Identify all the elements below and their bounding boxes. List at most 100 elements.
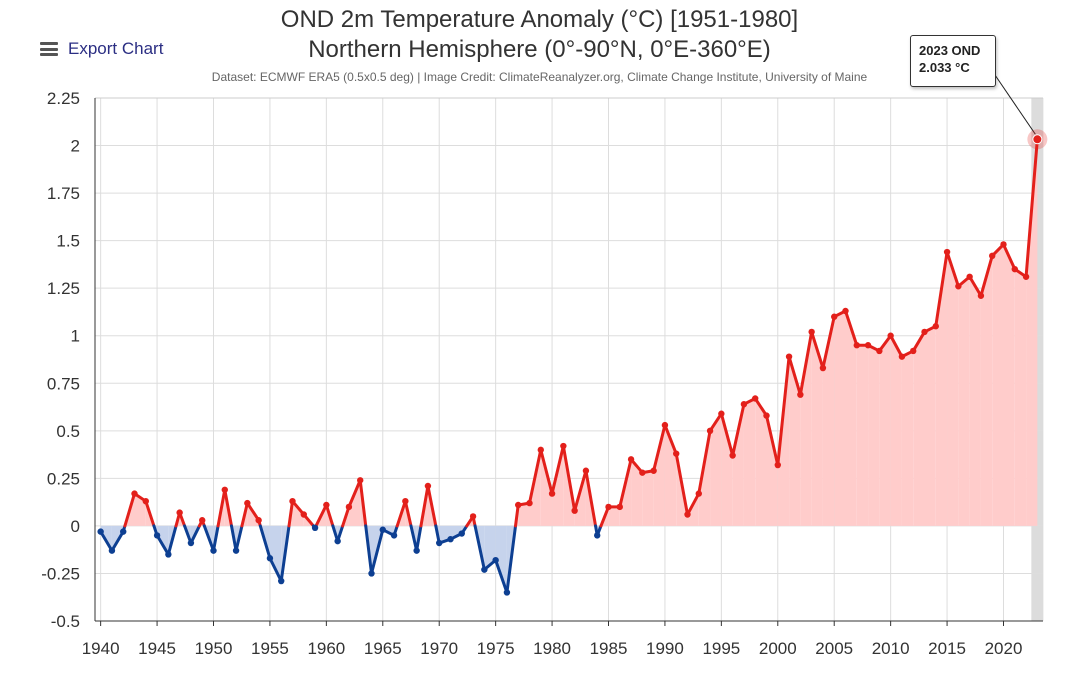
data-point[interactable]: [357, 477, 364, 484]
data-point[interactable]: [481, 566, 488, 573]
data-point[interactable]: [718, 410, 725, 417]
data-point[interactable]: [108, 547, 116, 554]
data-point[interactable]: [436, 539, 443, 547]
data-point[interactable]: [684, 511, 691, 518]
data-point[interactable]: [97, 528, 104, 535]
data-point[interactable]: [368, 570, 375, 577]
x-tick-label: 1950: [195, 639, 233, 658]
data-point[interactable]: [221, 486, 228, 493]
data-point[interactable]: [379, 526, 386, 533]
data-point[interactable]: [966, 273, 973, 280]
data-point[interactable]: [695, 490, 702, 497]
data-point[interactable]: [819, 364, 827, 372]
data-point[interactable]: [503, 589, 511, 596]
positive-line-segment: [787, 355, 802, 397]
data-point[interactable]: [627, 456, 635, 463]
data-point[interactable]: [989, 252, 996, 260]
data-point[interactable]: [740, 400, 748, 408]
data-point[interactable]: [255, 517, 262, 524]
data-point[interactable]: [763, 412, 770, 419]
data-point[interactable]: [605, 503, 612, 511]
data-point[interactable]: [311, 524, 319, 532]
data-point[interactable]: [515, 501, 522, 509]
y-tick-label: 2: [71, 137, 80, 156]
data-point[interactable]: [131, 490, 138, 497]
data-point[interactable]: [560, 442, 567, 450]
data-point[interactable]: [853, 342, 860, 349]
data-point[interactable]: [165, 551, 172, 558]
data-point[interactable]: [1022, 273, 1030, 280]
data-point[interactable]: [650, 467, 657, 474]
data-point[interactable]: [932, 323, 939, 330]
data-point[interactable]: [142, 497, 149, 505]
data-point[interactable]: [187, 539, 195, 547]
data-point[interactable]: [864, 342, 872, 349]
data-point[interactable]: [413, 547, 420, 554]
data-point[interactable]: [548, 490, 556, 497]
data-point[interactable]: [402, 497, 409, 505]
positive-area: [901, 350, 914, 526]
y-tick-label: 1.25: [47, 279, 80, 298]
positive-area: [935, 252, 948, 526]
data-point[interactable]: [842, 307, 849, 315]
data-point[interactable]: [774, 461, 781, 469]
x-tick-label: 1945: [138, 639, 176, 658]
negative-line-segment: [258, 524, 272, 560]
data-point[interactable]: [977, 292, 985, 299]
data-point[interactable]: [571, 507, 578, 514]
data-point[interactable]: [1011, 265, 1018, 273]
data-point[interactable]: [345, 503, 353, 511]
data-point[interactable]: [424, 482, 432, 490]
data-point[interactable]: [955, 283, 962, 290]
data-point[interactable]: [673, 450, 680, 457]
data-point[interactable]: [1000, 241, 1007, 248]
data-point[interactable]: [300, 511, 307, 518]
data-point[interactable]: [616, 503, 623, 511]
data-point[interactable]: [232, 547, 240, 554]
data-point[interactable]: [334, 537, 341, 545]
data-point[interactable]: [323, 501, 330, 509]
positive-line-segment: [599, 505, 610, 528]
positive-line-segment: [663, 423, 678, 456]
data-point[interactable]: [176, 509, 183, 516]
data-point[interactable]: [921, 328, 928, 336]
data-point[interactable]: [289, 497, 296, 505]
data-point[interactable]: [797, 391, 804, 398]
data-point[interactable]: [729, 452, 736, 459]
data-point[interactable]: [199, 517, 206, 524]
data-point[interactable]: [876, 347, 883, 355]
data-point[interactable]: [458, 530, 465, 537]
highlight-point[interactable]: [1032, 134, 1043, 145]
x-tick-label: 1965: [364, 639, 402, 658]
data-point[interactable]: [594, 532, 601, 539]
positive-line-segment: [514, 503, 520, 528]
data-point[interactable]: [831, 313, 838, 320]
data-point[interactable]: [492, 556, 499, 564]
data-point[interactable]: [706, 427, 714, 435]
data-point[interactable]: [785, 353, 793, 360]
data-point[interactable]: [639, 469, 646, 476]
data-point[interactable]: [752, 395, 759, 402]
data-point[interactable]: [910, 347, 917, 355]
data-point[interactable]: [537, 446, 544, 454]
data-point[interactable]: [469, 513, 477, 520]
data-point[interactable]: [210, 547, 217, 554]
data-point[interactable]: [447, 536, 454, 543]
data-point[interactable]: [526, 499, 533, 507]
data-point[interactable]: [120, 528, 127, 535]
positive-area: [653, 425, 665, 526]
data-point[interactable]: [278, 577, 285, 585]
positive-line-segment: [314, 503, 328, 528]
x-tick-label: 1940: [82, 639, 120, 658]
data-point[interactable]: [266, 555, 274, 562]
data-point[interactable]: [244, 499, 251, 507]
data-point[interactable]: [808, 328, 815, 336]
data-point[interactable]: [390, 532, 398, 539]
data-point[interactable]: [887, 332, 894, 339]
data-point[interactable]: [898, 353, 906, 360]
export-chart-button[interactable]: Export Chart: [40, 39, 163, 59]
data-point[interactable]: [582, 467, 590, 474]
data-point[interactable]: [153, 532, 161, 539]
data-point[interactable]: [943, 248, 951, 256]
data-point[interactable]: [661, 421, 669, 429]
